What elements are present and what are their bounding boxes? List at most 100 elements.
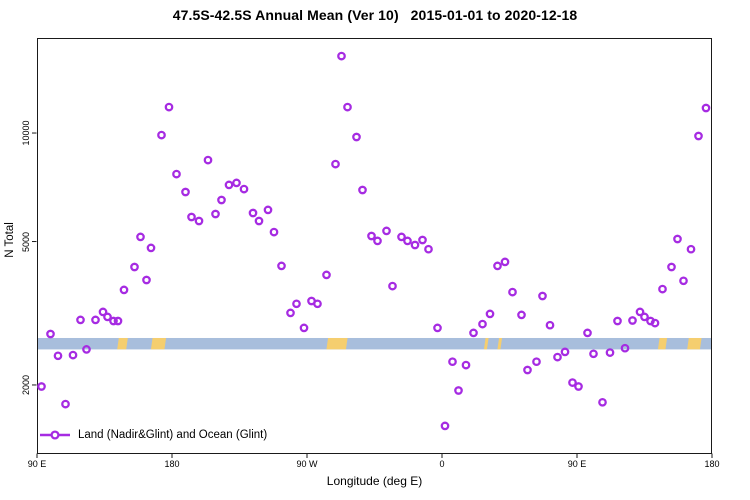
land-segment [497, 337, 503, 350]
scatter-points [37, 51, 711, 431]
x-tick-label: 0 [439, 459, 445, 469]
data-point [322, 270, 331, 280]
legend-label: Land (Nadir&Glint) and Ocean (Glint) [78, 429, 268, 441]
y-tick-label: 5000 [21, 231, 31, 252]
data-point [523, 365, 532, 375]
data-point [538, 291, 547, 301]
land-segment [657, 337, 668, 350]
data-point [598, 397, 607, 407]
data-point [635, 307, 645, 317]
legend: Land (Nadir&Glint) and Ocean (Glint) [39, 429, 267, 441]
x-tick-label: 90 E [27, 459, 47, 469]
data-point [545, 320, 555, 330]
data-point [640, 312, 649, 322]
data-point [358, 185, 367, 195]
data-point [146, 243, 156, 253]
data-point [103, 312, 112, 322]
data-point [61, 399, 70, 409]
map-strip [38, 337, 711, 350]
data-point [493, 261, 502, 271]
data-point [478, 319, 487, 329]
data-point [136, 232, 145, 242]
data-point [343, 102, 352, 112]
data-point [313, 299, 322, 309]
data-point [239, 184, 249, 194]
x-tick-label: 90 W [296, 459, 318, 469]
data-point [658, 284, 667, 294]
data-point [424, 244, 433, 254]
data-point [673, 234, 682, 244]
chart-title: 47.5S-42.5S Annual Mean (Ver 10) 2015-01… [172, 7, 578, 23]
data-point [286, 308, 295, 318]
data-point [613, 316, 622, 326]
data-point [679, 276, 688, 286]
data-point [628, 316, 637, 325]
data-point [194, 216, 204, 226]
data-point [620, 343, 630, 353]
data-point [517, 310, 526, 320]
data-point [454, 386, 463, 395]
y-tick-label: 10000 [21, 120, 31, 146]
legend-marker-icon [40, 430, 70, 440]
data-point [560, 347, 570, 357]
data-point [46, 329, 55, 339]
data-point [461, 360, 471, 370]
data-point [187, 212, 196, 222]
data-point [98, 307, 108, 317]
land-segment [326, 337, 348, 350]
data-point [367, 231, 376, 241]
data-point [203, 155, 213, 165]
data-point [217, 195, 226, 205]
data-point [589, 349, 598, 359]
data-point [469, 328, 478, 338]
data-point [82, 345, 91, 354]
data-point [694, 131, 703, 141]
data-point [448, 357, 457, 367]
data-point [109, 316, 118, 326]
data-point [68, 350, 78, 360]
data-point [667, 262, 676, 272]
data-point [172, 169, 181, 179]
y-axis-title: N Total [4, 222, 16, 258]
data-point [269, 227, 279, 237]
data-point [164, 102, 174, 112]
data-point [224, 180, 234, 190]
x-axis-title: Longitude (deg E) [326, 474, 423, 488]
data-point [331, 159, 340, 169]
data-point [388, 281, 397, 291]
data-point [418, 235, 427, 245]
x-tick-label: 180 [164, 459, 180, 469]
data-point [568, 378, 577, 387]
data-point [211, 209, 220, 219]
data-point [76, 315, 85, 325]
data-point [500, 257, 510, 267]
data-point [142, 275, 151, 285]
data-point [485, 309, 495, 319]
axis-ticks [32, 132, 713, 458]
data-point [686, 244, 696, 254]
data-point [53, 351, 63, 361]
x-tick-label: 90 E [567, 459, 587, 469]
data-point [397, 232, 406, 242]
data-point [373, 236, 382, 246]
data-point [605, 348, 615, 357]
data-point [157, 130, 166, 140]
plot-border [37, 38, 712, 454]
data-point [433, 323, 442, 333]
data-point [532, 357, 541, 367]
land-segment [150, 337, 167, 350]
data-point [91, 315, 100, 325]
land-segment [483, 337, 489, 350]
data-point [232, 178, 241, 188]
data-point [410, 240, 420, 250]
data-point [248, 208, 258, 218]
data-point [277, 261, 286, 271]
x-tick-label: 180 [704, 459, 720, 469]
data-point [263, 205, 273, 215]
data-point [299, 323, 309, 333]
data-point [113, 316, 123, 326]
ocean-band [38, 337, 711, 350]
data-point [403, 236, 412, 246]
